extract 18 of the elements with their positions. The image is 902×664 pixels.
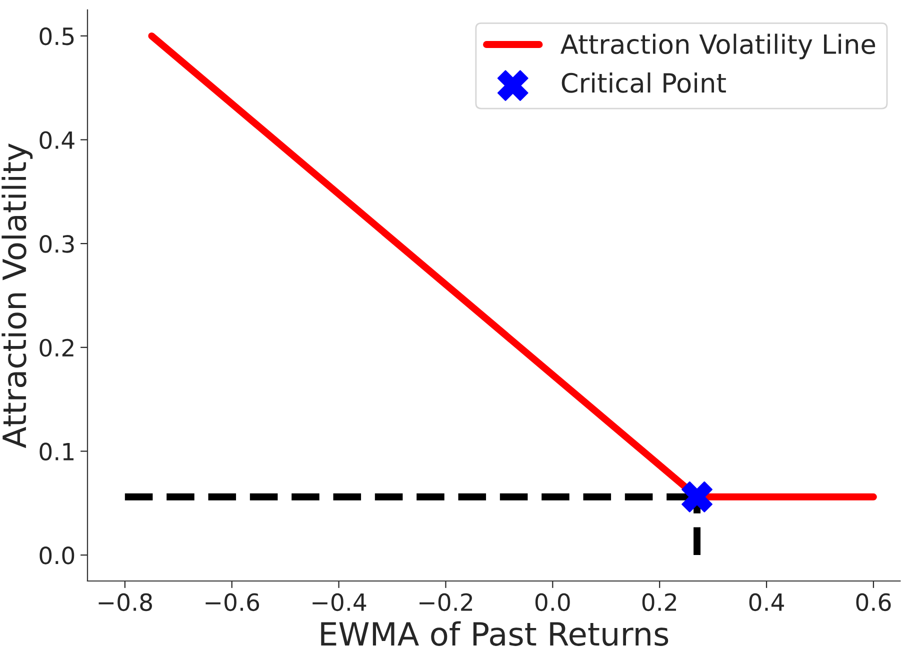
- y-tick-label: 0.2: [40, 338, 74, 357]
- x-tick-label: 0.2: [642, 593, 676, 612]
- x-tick-label: 0.0: [535, 593, 570, 612]
- y-tick-label: 0.3: [40, 235, 74, 253]
- x-axis-title: EWMA of Past Returns: [321, 621, 668, 646]
- legend-label: Attraction Volatility Line: [560, 34, 876, 60]
- x-tick-label: 0.4: [749, 593, 784, 612]
- y-tick-label: 0.0: [40, 546, 74, 564]
- x-tick-label: −0.4: [312, 593, 366, 612]
- x-tick-label: −0.2: [420, 593, 472, 612]
- legend-label: Critical Point: [562, 72, 726, 93]
- y-tick-label: 0.4: [40, 131, 74, 150]
- x-tick-label: −0.6: [206, 593, 260, 612]
- y-tick-label: 0.5: [40, 27, 74, 46]
- y-axis-title: Attraction Volatility: [2, 143, 33, 448]
- x-tick-label: 0.6: [856, 593, 891, 612]
- y-tick-label: 0.1: [40, 442, 74, 461]
- x-tick-label: −0.8: [98, 593, 152, 612]
